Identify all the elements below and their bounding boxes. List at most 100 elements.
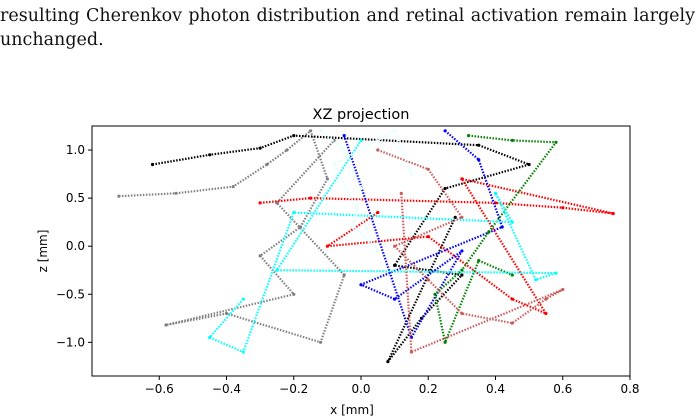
track-point bbox=[426, 167, 430, 171]
track-point bbox=[460, 268, 464, 272]
track-point bbox=[224, 311, 229, 316]
track-point bbox=[265, 162, 269, 167]
track-point bbox=[342, 273, 346, 277]
track-point bbox=[393, 129, 397, 133]
track-series-7 bbox=[319, 129, 413, 253]
x-tick-label: 0.4 bbox=[486, 382, 505, 396]
track-point bbox=[208, 153, 212, 157]
track-point bbox=[433, 292, 437, 296]
track-point bbox=[174, 191, 178, 195]
track-point bbox=[460, 273, 464, 277]
track-point bbox=[292, 292, 296, 296]
track-point bbox=[460, 215, 464, 219]
track-point bbox=[164, 323, 168, 327]
track-point bbox=[443, 186, 447, 191]
track-point bbox=[231, 185, 235, 189]
track-point bbox=[426, 235, 430, 239]
x-tick-label: 0.8 bbox=[620, 382, 639, 396]
track-point bbox=[409, 172, 413, 176]
track-point bbox=[376, 210, 380, 215]
track-point bbox=[342, 148, 346, 152]
track-point bbox=[241, 350, 245, 354]
x-tick-label: −0.4 bbox=[212, 382, 241, 396]
y-axis-label: z [mm] bbox=[36, 230, 50, 273]
track-point bbox=[275, 268, 279, 272]
x-tick-label: −0.6 bbox=[145, 382, 174, 396]
track-point bbox=[319, 340, 323, 344]
track-point bbox=[510, 138, 514, 142]
track-point bbox=[409, 350, 413, 354]
track-point bbox=[443, 129, 447, 133]
track-point bbox=[342, 134, 346, 138]
track-point bbox=[561, 206, 565, 210]
track-series-2 bbox=[259, 177, 615, 315]
track-point bbox=[510, 220, 514, 224]
plot-frame bbox=[91, 125, 631, 377]
track-point bbox=[487, 230, 491, 234]
track-point bbox=[376, 148, 380, 152]
track-point bbox=[460, 249, 464, 253]
particle-tracks bbox=[117, 129, 615, 364]
track-point bbox=[477, 158, 481, 162]
track-point bbox=[241, 297, 245, 301]
track-point bbox=[534, 278, 538, 282]
body-text-paragraph: resulting Cherenkov photon distribution … bbox=[0, 4, 695, 52]
track-point bbox=[544, 297, 548, 301]
track-point bbox=[554, 271, 558, 275]
track-point bbox=[493, 191, 498, 195]
y-tick-label: 1.0 bbox=[66, 143, 85, 157]
track-point bbox=[510, 273, 514, 277]
track-point bbox=[477, 259, 481, 263]
y-tick-label: 0.0 bbox=[66, 239, 85, 253]
track-point bbox=[258, 201, 262, 205]
body-text-line: unchanged. bbox=[0, 30, 104, 50]
track-point bbox=[500, 225, 504, 229]
track-point bbox=[332, 162, 336, 167]
track-point bbox=[527, 162, 531, 167]
x-axis: −0.6 −0.4 −0.2 0.0 0.2 0.4 0.6 0.8 bbox=[145, 376, 640, 396]
track-series-1 bbox=[152, 134, 531, 363]
track-point bbox=[376, 249, 380, 253]
track-point bbox=[561, 287, 565, 292]
track-series-4 bbox=[433, 134, 558, 344]
track-point bbox=[309, 129, 313, 133]
track-point bbox=[325, 177, 329, 181]
track-series-6 bbox=[377, 148, 564, 354]
x-tick-label: 0.0 bbox=[351, 382, 370, 396]
x-axis-label: x [mm] bbox=[330, 403, 374, 417]
track-point bbox=[544, 311, 548, 316]
x-tick-label: 0.2 bbox=[419, 382, 438, 396]
track-point bbox=[386, 360, 390, 364]
track-point bbox=[285, 148, 289, 152]
track-point bbox=[393, 297, 397, 301]
track-point bbox=[325, 244, 329, 248]
y-tick-label: −1.0 bbox=[56, 335, 85, 349]
track-point bbox=[258, 254, 262, 258]
track-point bbox=[393, 244, 397, 248]
track-point bbox=[150, 162, 155, 167]
track-point bbox=[554, 140, 558, 144]
track-point bbox=[510, 297, 514, 301]
y-tick-label: −0.5 bbox=[56, 287, 85, 301]
track-point bbox=[258, 146, 262, 150]
track-point bbox=[352, 225, 356, 229]
track-point bbox=[399, 191, 403, 195]
track-point bbox=[460, 177, 464, 181]
track-point bbox=[426, 278, 430, 282]
track-point bbox=[460, 311, 464, 316]
track-point bbox=[359, 138, 363, 142]
track-point bbox=[292, 134, 296, 138]
track-series-0 bbox=[118, 129, 346, 344]
track-point bbox=[443, 340, 447, 344]
track-point bbox=[393, 263, 397, 267]
track-point bbox=[298, 225, 303, 229]
track-point bbox=[359, 186, 363, 191]
y-tick-label: 0.5 bbox=[66, 191, 85, 205]
track-point bbox=[292, 210, 296, 215]
y-axis: −1.0 −0.5 0.0 0.5 1.0 bbox=[56, 143, 92, 349]
track-point bbox=[510, 321, 514, 325]
track-point bbox=[117, 194, 121, 198]
track-point bbox=[319, 129, 323, 133]
track-point bbox=[359, 283, 363, 287]
